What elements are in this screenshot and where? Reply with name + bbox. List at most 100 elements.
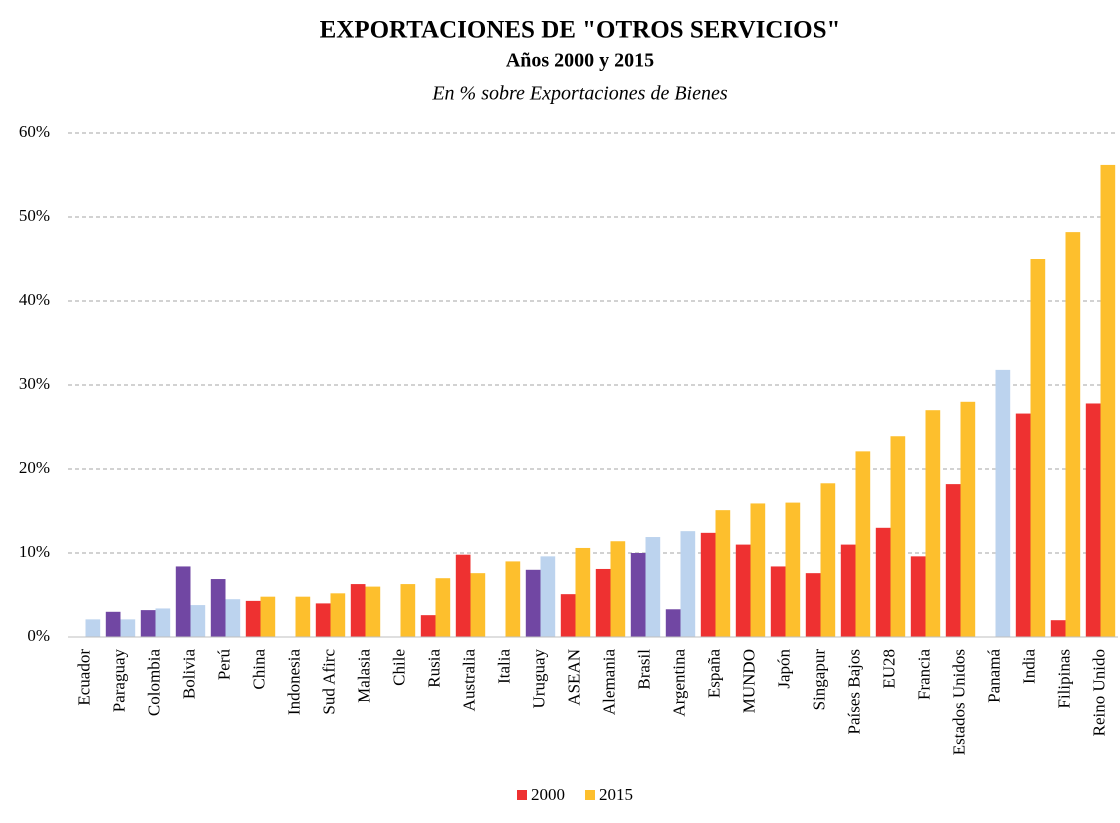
- bar: [595, 568, 611, 637]
- chart-note: En % sobre Exportaciones de Bienes: [431, 83, 728, 105]
- x-tick-label: Perú: [214, 649, 233, 681]
- x-tick-label: India: [1019, 649, 1038, 684]
- bar: [120, 619, 136, 637]
- bar: [700, 532, 716, 637]
- x-tick-label: Bolivia: [179, 649, 198, 700]
- bar: [785, 502, 801, 637]
- bar: [855, 451, 871, 637]
- bar: [610, 541, 626, 637]
- bar: [925, 410, 941, 637]
- bar: [735, 544, 751, 637]
- bar: [365, 586, 381, 637]
- bar: [435, 578, 451, 637]
- x-tick-label: Reino Unido: [1089, 649, 1108, 736]
- bar: [210, 579, 226, 637]
- bar: [630, 553, 646, 637]
- x-tick-label: Países Bajos: [844, 649, 863, 734]
- x-tick-label: Brasil: [634, 649, 653, 690]
- x-tick-label: China: [249, 649, 268, 690]
- bar: [525, 569, 541, 637]
- x-tick-label: Japón: [774, 649, 793, 689]
- y-tick-label: 40%: [19, 290, 50, 309]
- bar: [505, 561, 521, 637]
- x-tick-label: Australia: [459, 649, 478, 712]
- x-tick-label: Chile: [389, 649, 408, 686]
- x-tick-label: Panamá: [984, 649, 1003, 703]
- bar: [875, 527, 891, 637]
- x-tick-label: Malasia: [354, 649, 373, 703]
- bar: [890, 436, 906, 637]
- y-tick-label: 50%: [19, 206, 50, 225]
- bar: [1030, 259, 1046, 637]
- bar: [910, 556, 926, 637]
- bar: [1015, 413, 1031, 637]
- x-tick-label: Rusia: [424, 649, 443, 688]
- bar: [820, 483, 836, 637]
- bar: [945, 484, 961, 637]
- bar: [105, 611, 121, 637]
- bar: [140, 610, 156, 637]
- x-tick-label: España: [704, 649, 723, 699]
- x-tick-label: Ecuador: [74, 649, 93, 706]
- bar: [560, 594, 576, 637]
- bar: [1100, 164, 1116, 638]
- bar: [245, 600, 261, 637]
- bar: [155, 608, 171, 637]
- bar: [400, 584, 416, 637]
- x-tick-label: Indonesia: [284, 649, 303, 716]
- bar: [1065, 232, 1081, 637]
- bar: [420, 615, 436, 637]
- bar: [715, 510, 731, 637]
- bar: [470, 573, 486, 637]
- x-tick-label: Colombia: [144, 649, 163, 717]
- y-tick-label: 0%: [27, 626, 50, 645]
- x-tick-label: Alemania: [599, 649, 618, 716]
- x-tick-label: Estados Unidos: [949, 649, 968, 755]
- bar: [680, 531, 696, 637]
- x-tick-label: Italia: [494, 649, 513, 684]
- legend-swatch: [585, 790, 595, 800]
- bar: [1085, 403, 1101, 637]
- bar: [540, 556, 556, 637]
- x-tick-label: ASEAN: [564, 649, 583, 706]
- chart-subtitle: Años 2000 y 2015: [506, 50, 654, 72]
- bar: [260, 596, 276, 637]
- bar: [190, 605, 206, 637]
- bar: [995, 369, 1011, 637]
- x-tick-label: Paraguay: [109, 649, 128, 713]
- x-tick-label: MUNDO: [739, 649, 758, 713]
- bar: [770, 566, 786, 637]
- bar: [575, 547, 591, 637]
- bar: [805, 573, 821, 637]
- bar: [455, 554, 471, 637]
- y-tick-label: 30%: [19, 374, 50, 393]
- bar: [330, 593, 346, 637]
- y-tick-label: 10%: [19, 542, 50, 561]
- bar: [960, 401, 976, 637]
- x-tick-label: Singapur: [809, 649, 828, 711]
- bar: [750, 503, 766, 637]
- bar: [840, 544, 856, 637]
- legend-swatch: [517, 790, 527, 800]
- bar: [645, 537, 661, 637]
- bar: [225, 599, 241, 637]
- x-tick-label: EU28: [879, 649, 898, 689]
- x-tick-label: Uruguay: [529, 649, 548, 709]
- x-tick-label: Filipinas: [1054, 649, 1073, 709]
- legend-label: 2000: [531, 785, 565, 804]
- y-tick-label: 20%: [19, 458, 50, 477]
- x-tick-label: Argentina: [669, 649, 688, 717]
- x-tick-label: Sud Afirc: [319, 649, 338, 715]
- bar: [295, 596, 311, 637]
- y-tick-label: 60%: [19, 122, 50, 141]
- legend-label: 2015: [599, 785, 633, 804]
- bar: [350, 584, 366, 637]
- bar: [85, 619, 101, 637]
- x-tick-label: Francia: [914, 649, 933, 700]
- bar: [315, 603, 331, 637]
- bar: [1050, 620, 1066, 637]
- bar: [665, 609, 681, 637]
- chart-title: EXPORTACIONES DE "OTROS SERVICIOS": [320, 17, 841, 44]
- bar: [175, 566, 191, 637]
